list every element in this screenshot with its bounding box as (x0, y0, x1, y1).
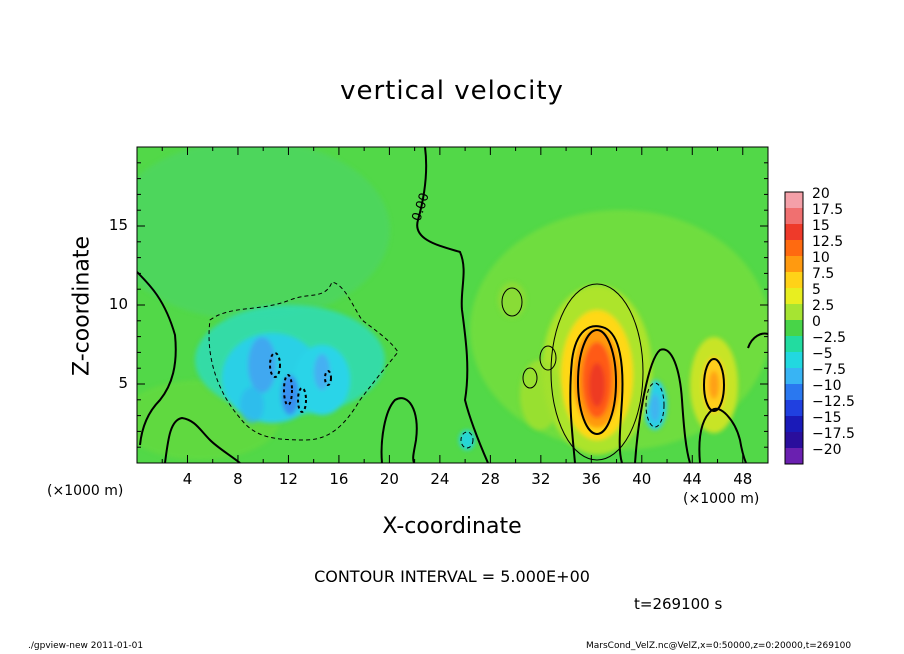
colorbar (785, 192, 803, 465)
downdraft-small-41km-core (650, 394, 660, 422)
colorbar-label: −17.5 (812, 426, 855, 442)
colorbar-label: −10 (812, 378, 842, 394)
contour-neg10-core-1 (269, 352, 281, 378)
contour-neg10-core-3 (297, 387, 307, 413)
colorbar-swatch (785, 256, 803, 273)
colorbar-swatch (785, 368, 803, 385)
x-unit-label-right: (×1000 m) (683, 491, 760, 507)
colorbar-label: −7.5 (812, 362, 846, 378)
zero-contour-lower-right (634, 348, 691, 463)
colorbar-label: −20 (812, 442, 842, 458)
colorbar-label: −5 (812, 346, 833, 362)
zero-contour-bottom-middle (380, 397, 418, 463)
footer-left: ./gpview-new 2011-01-01 (28, 641, 144, 651)
x-axis-label: X-coordinate (382, 514, 522, 539)
x-tick-label: 44 (682, 470, 702, 488)
y-tick-marks (137, 162, 768, 448)
x-tick-label: 28 (480, 470, 500, 488)
updraft-core (589, 363, 605, 407)
x-tick-label: 12 (278, 470, 298, 488)
x-tick-marks (161, 147, 744, 463)
colorbar-swatch (785, 416, 803, 433)
contour-5-small-31km (522, 367, 538, 389)
contour-5-small-32km (539, 345, 557, 371)
updraft-secondary-peak (709, 371, 719, 399)
colorbar-label: 10 (812, 250, 830, 266)
x-tick-label: 40 (632, 470, 652, 488)
downdraft-core-3 (248, 337, 276, 393)
downdraft-core-6 (240, 387, 264, 423)
downdraft-small-26km (459, 430, 475, 450)
colorbar-swatch (785, 448, 803, 465)
colorbar-label: 20 (812, 186, 830, 202)
contour-neg10-core-2 (283, 374, 293, 406)
x-tick-label: 8 (233, 470, 243, 488)
chart-title: vertical velocity (340, 76, 564, 106)
updraft-secondary (690, 337, 738, 433)
zero-contour-main (416, 147, 489, 463)
contour-5-small-29km (501, 287, 523, 317)
field-wash-upper-left (137, 147, 390, 320)
zero-contour-lower-left (164, 416, 241, 463)
colorbar-swatch (785, 192, 803, 209)
contour-5-updraft-secondary (703, 358, 725, 412)
colorbar-label: −12.5 (812, 394, 855, 410)
zero-contour-right (747, 332, 768, 349)
colorbar-swatch (785, 400, 803, 417)
colorbar-swatch (785, 336, 803, 353)
contour-neg5-41km (645, 382, 665, 428)
colorbar-swatch (785, 272, 803, 289)
zero-contour-right-low (698, 407, 747, 463)
contour-10-updraft (577, 329, 617, 435)
colorbar-swatch (785, 304, 803, 321)
colorbar-label: 15 (812, 218, 830, 234)
x-tick-label: 4 (182, 470, 193, 488)
contour-neg5-downdraft (208, 281, 399, 441)
colorbar-label: 2.5 (812, 298, 835, 314)
colorbar-frame (784, 191, 804, 465)
colorbar-swatch (785, 320, 803, 337)
contour-neg5-26km (460, 431, 474, 449)
colorbar-swatch (785, 240, 803, 257)
y-tick-label: 5 (118, 374, 128, 392)
x-tick-label: 48 (733, 470, 753, 488)
colorbar-swatch (785, 224, 803, 241)
y-tick-label: 15 (108, 216, 128, 234)
colorbar-label: −2.5 (812, 330, 846, 346)
updraft-main (542, 285, 652, 455)
y-axis-label: Z-coordinate (69, 236, 95, 376)
colorbar-label: 0 (812, 314, 821, 330)
downdraft-region-left (195, 305, 385, 423)
footer-right: MarsCond_VelZ.nc@VelZ,x=0:50000,z=0:2000… (586, 641, 852, 651)
colorbar-label: 12.5 (812, 234, 844, 250)
colorbar-label: 17.5 (812, 202, 844, 218)
colorbar-label: −15 (812, 410, 842, 426)
time-label: t=269100 s (634, 595, 723, 613)
x-tick-label: 16 (329, 470, 349, 488)
updraft-small-29km (498, 282, 526, 318)
x-tick-label: 24 (430, 470, 450, 488)
downdraft-core-4 (281, 375, 299, 415)
y-tick-label: 10 (108, 295, 128, 313)
x-unit-label-left: (×1000 m) (47, 483, 124, 499)
x-tick-label: 20 (379, 470, 399, 488)
colorbar-label: 5 (812, 282, 821, 298)
colorbar-swatch (785, 288, 803, 305)
colorbar-label: 7.5 (812, 266, 835, 282)
zero-contour-updraft (569, 325, 624, 463)
zero-contour-left-edge (137, 271, 177, 446)
colorbar-swatch (785, 432, 803, 449)
colorbar-swatch (785, 352, 803, 369)
x-tick-label: 36 (581, 470, 601, 488)
x-tick-label: 32 (531, 470, 551, 488)
colorbar-swatch (785, 384, 803, 401)
colorbar-swatch (785, 208, 803, 225)
contour-neg10-core-4 (324, 370, 332, 386)
contour-5-updraft (550, 283, 644, 461)
updraft-small-32km (520, 360, 560, 430)
contour-interval-label: CONTOUR INTERVAL = 5.000E+00 (314, 567, 590, 586)
